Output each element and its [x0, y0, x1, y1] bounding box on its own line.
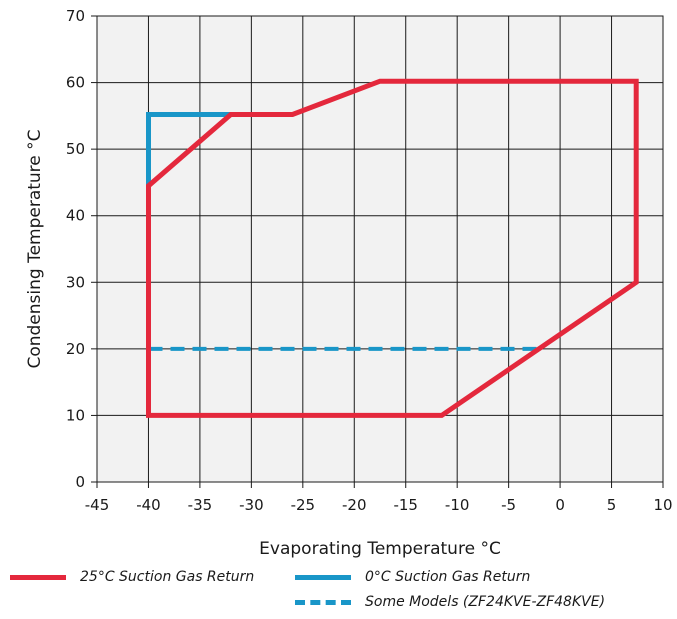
- x-tick-label: 0: [555, 496, 565, 514]
- legend-swatch-25c: [10, 574, 66, 580]
- y-tick-label: 40: [66, 207, 85, 225]
- legend-label-some-models: Some Models (ZF24KVE-ZF48KVE): [365, 594, 606, 610]
- legend-item-25c-suction: 25°C Suction Gas Return: [10, 569, 254, 585]
- series-layer: [146, 78, 639, 418]
- legend-label-0c: 0°C Suction Gas Return: [365, 569, 531, 585]
- x-tick-label: -10: [445, 496, 470, 514]
- chart-canvas: -45 -40 -35 -30 -25 -20 -15 -10 -5 0 5 10 0 10 20 30 40…: [25, 7, 673, 559]
- x-axis-label: Evaporating Temperature °C: [259, 539, 501, 559]
- legend-swatch-some-models: [295, 599, 351, 605]
- y-tick-labels: 0 10 20 30 40 50 60 70: [66, 7, 85, 491]
- x-tick-label: -5: [501, 496, 516, 514]
- y-tick-label: 10: [66, 406, 85, 424]
- y-tick-label: 30: [66, 273, 85, 291]
- y-tick-label: 70: [66, 7, 85, 25]
- x-tick-label: -30: [239, 496, 264, 514]
- x-tick-label: 10: [653, 496, 672, 514]
- x-tick-label: -40: [136, 496, 161, 514]
- x-tick-label: -20: [342, 496, 367, 514]
- x-tick-label: 5: [607, 496, 617, 514]
- y-tick-label: 60: [66, 74, 85, 92]
- y-tick-label: 0: [75, 473, 85, 491]
- legend-swatch-0c: [295, 574, 351, 580]
- x-tick-label: -35: [188, 496, 213, 514]
- x-tick-labels: -45 -40 -35 -30 -25 -20 -15 -10 -5 0 5 10: [85, 496, 673, 514]
- x-tick-label: -45: [85, 496, 110, 514]
- legend-label-25c: 25°C Suction Gas Return: [80, 569, 255, 585]
- series-line-1: [146, 112, 231, 186]
- legend-item-0c-suction: 0°C Suction Gas Return: [295, 569, 530, 585]
- plot-area: [97, 16, 663, 482]
- y-tick-label: 20: [66, 340, 85, 358]
- x-tick-label: -25: [291, 496, 316, 514]
- legend-item-some-models: Some Models (ZF24KVE-ZF48KVE): [295, 594, 605, 610]
- series-line-0: [146, 78, 639, 418]
- y-tick-label: 50: [66, 140, 85, 158]
- y-axis-label: Condensing Temperature °C: [25, 129, 45, 368]
- x-tick-label: -15: [393, 496, 418, 514]
- plot-frame: [96, 15, 664, 483]
